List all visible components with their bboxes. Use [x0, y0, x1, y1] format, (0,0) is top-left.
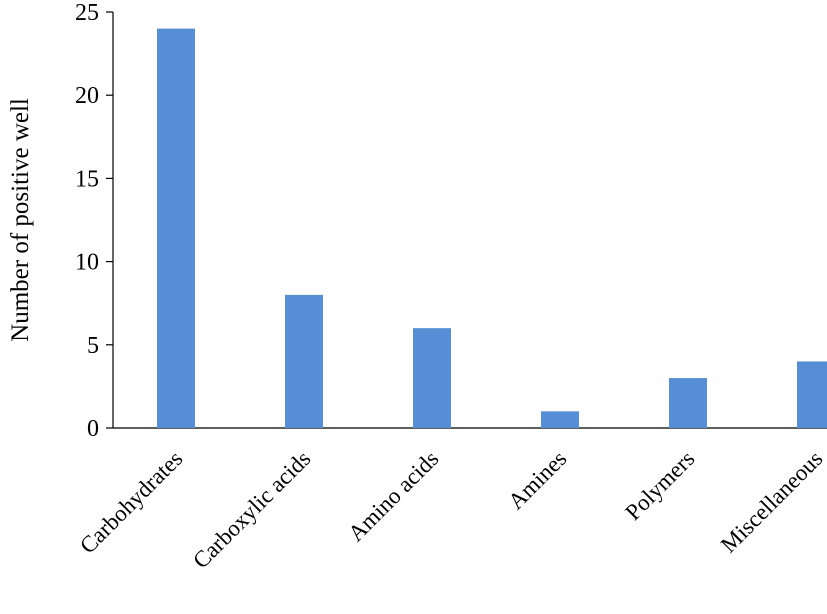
y-tick-label: 25 [75, 0, 99, 26]
x-category-label: Miscellaneous [716, 446, 827, 558]
bars [157, 28, 827, 428]
x-category-label: Amino acids [343, 446, 443, 546]
x-category-label: Amines [503, 446, 571, 514]
bar-amines [541, 411, 579, 428]
y-tick-label: 5 [87, 333, 99, 359]
bar-amino-acids [413, 328, 451, 428]
x-category-labels: Carbohydrates Carboxylic acids Amino acids… [75, 446, 827, 573]
bar-carboxylic-acids [285, 294, 323, 428]
y-tick-label: 20 [75, 83, 99, 109]
y-tick-label: 15 [75, 166, 99, 192]
x-category-label: Polymers [620, 446, 699, 525]
axes [106, 11, 827, 429]
bar-miscellaneous [797, 361, 827, 428]
x-category-label: Carbohydrates [75, 446, 188, 559]
y-tick-labels: 0 5 10 15 20 25 [75, 0, 99, 442]
x-category-label: Carboxylic acids [188, 446, 315, 573]
bar-polymers [669, 378, 707, 428]
y-tick-label: 0 [87, 416, 99, 442]
y-tick-label: 10 [75, 250, 99, 276]
bar-carbohydrates [157, 28, 195, 428]
y-axis-title: Number of positive well [7, 98, 34, 342]
